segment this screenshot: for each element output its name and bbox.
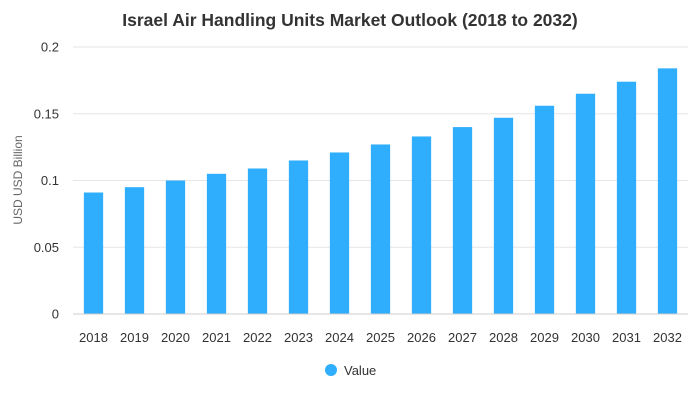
x-tick-label: 2026 [407, 330, 436, 345]
y-tick-label: 0.1 [41, 173, 59, 188]
bar-2027[interactable] [452, 127, 473, 314]
x-tick-label: 2020 [161, 330, 190, 345]
bar-2029[interactable] [534, 105, 555, 315]
x-tick-label: 2023 [284, 330, 313, 345]
y-axis-ticks: 0 0.05 0.1 0.15 0.2 [34, 40, 59, 322]
legend-label: Value [344, 363, 376, 378]
x-tick-label: 2032 [653, 330, 682, 345]
bar-2021[interactable] [206, 173, 227, 314]
bar-2028[interactable] [493, 117, 514, 314]
bar-2032[interactable] [657, 68, 678, 314]
bar-2019[interactable] [124, 187, 145, 314]
x-tick-label: 2022 [243, 330, 272, 345]
x-tick-label: 2031 [612, 330, 641, 345]
x-tick-label: 2030 [571, 330, 600, 345]
bar-2018[interactable] [83, 192, 104, 314]
y-tick-label: 0.05 [34, 240, 59, 255]
legend[interactable]: Value [325, 363, 376, 378]
bar-2030[interactable] [575, 93, 596, 314]
bar-2031[interactable] [616, 81, 637, 315]
y-tick-label: 0.15 [34, 106, 59, 121]
x-tick-label: 2025 [366, 330, 395, 345]
x-axis-ticks: 2018 2019 2020 2021 2022 2023 2024 2025 2026 2027… [79, 330, 682, 345]
bars [83, 68, 678, 315]
bar-2022[interactable] [247, 168, 268, 314]
bar-2025[interactable] [370, 144, 391, 314]
x-tick-label: 2028 [489, 330, 518, 345]
bar-2023[interactable] [288, 160, 309, 314]
x-tick-label: 2019 [120, 330, 149, 345]
legend-marker [325, 364, 337, 376]
y-axis-title: USD USD Billion [11, 135, 25, 224]
x-tick-label: 2021 [202, 330, 231, 345]
bar-2026[interactable] [411, 136, 432, 314]
x-tick-label: 2027 [448, 330, 477, 345]
x-tick-label: 2029 [530, 330, 559, 345]
y-tick-label: 0.2 [41, 40, 59, 55]
bar-2020[interactable] [165, 180, 186, 315]
bar-2024[interactable] [329, 152, 350, 314]
x-tick-label: 2024 [325, 330, 354, 345]
y-tick-label: 0 [52, 307, 59, 322]
chart-title: Israel Air Handling Units Market Outlook… [122, 10, 577, 30]
x-tick-label: 2018 [79, 330, 108, 345]
